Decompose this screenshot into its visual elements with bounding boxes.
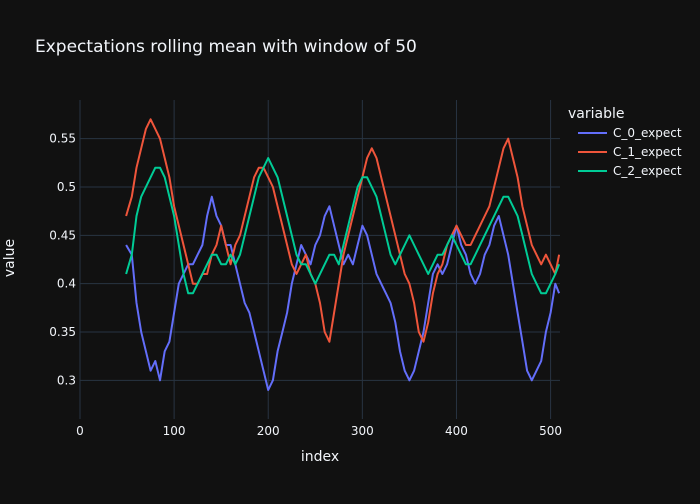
x-tick-label: 200 xyxy=(257,424,280,438)
chart-title: Expectations rolling mean with window of… xyxy=(35,37,417,57)
series-line-c-0-expect xyxy=(125,195,561,391)
y-tick-label: 0.4 xyxy=(57,277,76,291)
x-tick-label: 100 xyxy=(163,424,186,438)
x-axis-label: index xyxy=(301,449,339,465)
series-layer xyxy=(125,118,561,391)
axis-layer: 0 100 200 300 400 500 0.3 0.35 0.4 0.45 0.5 0.55 xyxy=(49,132,562,438)
y-tick-label: 0.55 xyxy=(49,132,76,146)
legend-title: variable xyxy=(568,106,624,122)
y-tick-label: 0.45 xyxy=(49,228,76,242)
legend-item-label[interactable]: C_2_expect xyxy=(613,164,682,178)
series-line-c-2-expect xyxy=(125,157,561,295)
legend[interactable]: variable C_0_expect C_1_expect C_2_expect xyxy=(568,106,682,178)
legend-item-label[interactable]: C_0_expect xyxy=(613,126,682,140)
x-tick-label: 300 xyxy=(351,424,374,438)
x-tick-label: 500 xyxy=(539,424,562,438)
x-tick-label: 400 xyxy=(445,424,468,438)
x-tick-label: 0 xyxy=(76,424,84,438)
y-axis-label: value xyxy=(2,239,18,277)
legend-item-label[interactable]: C_1_expect xyxy=(613,145,682,159)
y-tick-label: 0.3 xyxy=(57,373,76,387)
y-tick-label: 0.5 xyxy=(57,180,76,194)
y-tick-label: 0.35 xyxy=(49,325,76,339)
